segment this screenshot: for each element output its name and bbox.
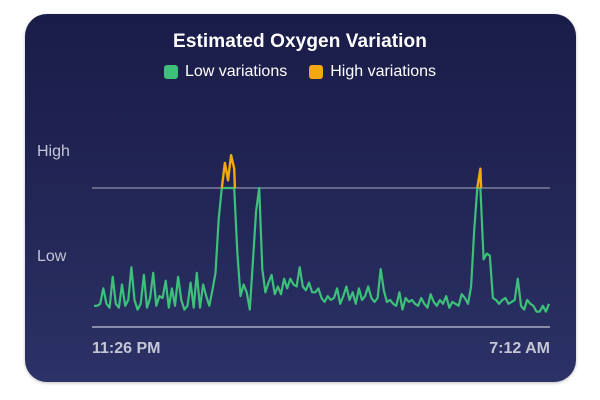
x-label-end: 7:12 AM xyxy=(489,340,550,357)
legend-item-high: High variations xyxy=(309,63,436,81)
series-line-high-2 xyxy=(476,167,483,189)
legend-swatch-low xyxy=(163,65,178,79)
series-line-low xyxy=(94,186,551,313)
chart-legend: Low variations High variations xyxy=(0,63,600,81)
series-line-high-0 xyxy=(220,154,237,189)
chart-title: Estimated Oxygen Variation xyxy=(173,31,427,52)
legend-item-low: Low variations xyxy=(163,63,288,81)
chart-card xyxy=(25,14,576,382)
legend-label-low: Low variations xyxy=(184,63,288,80)
legend-swatch-high xyxy=(309,65,324,79)
legend-label-high: High variations xyxy=(330,63,437,80)
y-label-low: Low xyxy=(37,248,67,265)
x-label-start: 11:26 PM xyxy=(92,340,161,357)
y-label-high: High xyxy=(37,143,70,160)
